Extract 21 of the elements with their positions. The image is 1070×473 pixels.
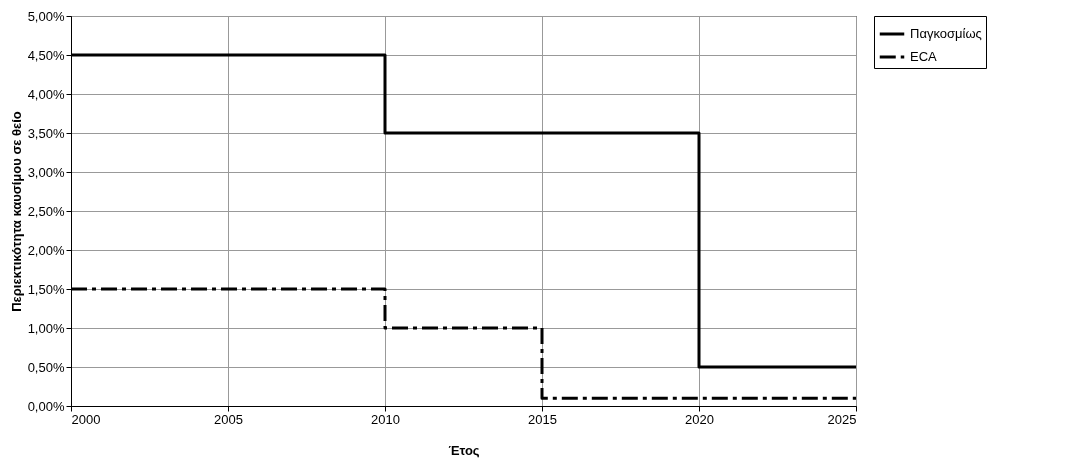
y-tick-label: 0,00% <box>27 398 65 414</box>
x-tick-label: 2010 <box>371 411 400 427</box>
y-tick-label: 4,50% <box>27 47 65 63</box>
y-tick-label: 3,50% <box>27 125 65 141</box>
x-axis-title: Έτος <box>448 442 480 458</box>
y-tick-label: 2,50% <box>27 203 65 219</box>
y-tick-label: 1,00% <box>27 320 65 336</box>
y-tick-label: 4,00% <box>27 86 65 102</box>
legend-label: ECA <box>910 49 938 64</box>
y-axis-title: Περιεκτικότητα καυσίμου σε θείο <box>8 111 24 312</box>
legend-label: Παγκοσμίως <box>910 26 982 41</box>
y-tick-label: 0,50% <box>27 359 65 375</box>
y-tick-label: 2,00% <box>27 242 65 258</box>
y-tick-label: 3,00% <box>27 164 65 180</box>
x-tick-label: 2000 <box>71 411 101 427</box>
x-tick-label: 2005 <box>214 411 243 427</box>
y-tick-label: 5,00% <box>27 8 65 24</box>
y-tick-label: 1,50% <box>27 281 65 297</box>
x-tick-label: 2015 <box>528 411 557 427</box>
x-tick-label: 2020 <box>685 411 714 427</box>
x-tick-label: 2025 <box>827 411 857 427</box>
